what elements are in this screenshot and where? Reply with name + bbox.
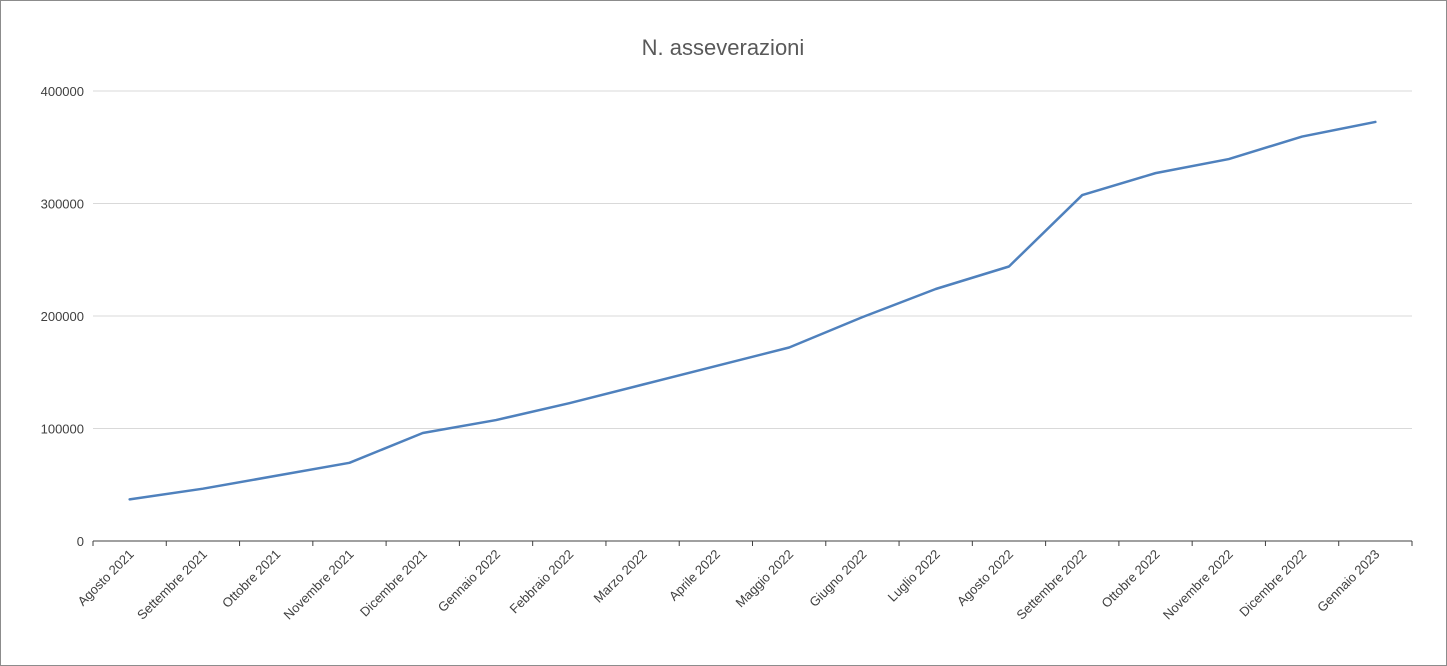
x-tick-label: Ottobre 2021 (219, 547, 283, 611)
x-tick-label: Gennaio 2023 (1314, 547, 1382, 615)
x-tick-label: Novembre 2022 (1160, 547, 1236, 623)
x-tick-label: Gennaio 2022 (435, 547, 503, 615)
x-tick-label: Giugno 2022 (806, 547, 869, 610)
y-tick-label: 300000 (41, 197, 84, 212)
y-axis-ticks: 0 100000 200000 300000 400000 (41, 84, 84, 549)
x-tick-label: Luglio 2022 (885, 547, 943, 605)
x-tick-label: Dicembre 2021 (357, 547, 430, 620)
y-tick-label: 100000 (41, 422, 84, 437)
x-tick-label: Agosto 2022 (954, 547, 1016, 609)
series-layer (128, 120, 1377, 501)
x-tick-label: Dicembre 2022 (1236, 547, 1309, 620)
y-tick-label: 200000 (41, 309, 84, 324)
x-tick-label: Ottobre 2022 (1098, 547, 1162, 611)
x-tick-label: Agosto 2021 (75, 547, 137, 609)
x-tick-label: Febbraio 2022 (507, 547, 577, 617)
x-tick-label: Settembre 2021 (134, 547, 210, 623)
x-tick-label: Aprile 2022 (666, 547, 723, 604)
chart-title: N. asseverazioni (642, 35, 805, 60)
gridlines (93, 90, 1412, 429)
y-tick-label: 400000 (41, 84, 84, 99)
series-line (128, 120, 1377, 501)
x-tick-label: Maggio 2022 (732, 547, 796, 611)
x-tick-label: Marzo 2022 (591, 547, 650, 606)
x-tick-label: Settembre 2022 (1013, 547, 1089, 623)
y-tick-label: 0 (77, 534, 84, 549)
x-tick-label: Novembre 2021 (281, 547, 357, 623)
